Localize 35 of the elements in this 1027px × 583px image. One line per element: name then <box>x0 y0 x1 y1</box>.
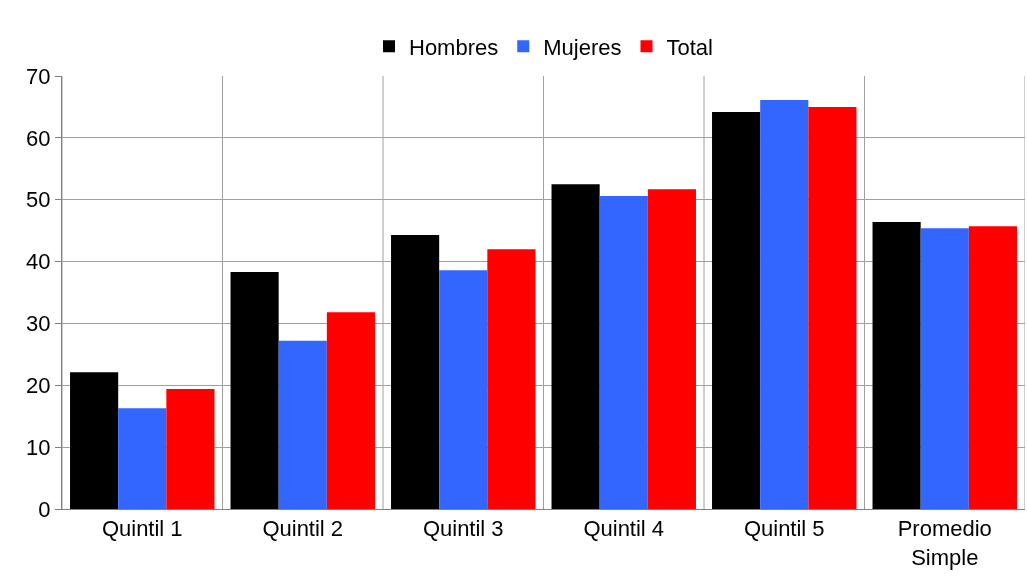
bar <box>551 184 600 509</box>
bar <box>439 270 488 509</box>
x-tick-label: Quintil 2 <box>262 516 344 542</box>
x-tick-label: Quintil 3 <box>422 516 504 542</box>
bar <box>391 234 440 509</box>
bar <box>70 372 119 509</box>
x-tick-label: Quintil 4 <box>583 516 665 542</box>
bar <box>599 196 648 509</box>
bar <box>166 389 215 509</box>
bar <box>487 249 536 509</box>
x-tick-label: Quintil 1 <box>101 516 183 542</box>
y-tick-label: 10 <box>26 434 51 460</box>
legend-label: Mujeres <box>543 34 622 60</box>
bar <box>712 111 761 509</box>
y-tick-label: 20 <box>26 372 51 398</box>
bar <box>760 100 809 509</box>
y-tick-label: 0 <box>38 496 51 522</box>
x-tick-label: Quintil 5 <box>743 516 825 542</box>
legend-label: Total <box>666 34 713 60</box>
y-tick-label: 60 <box>26 125 51 151</box>
y-tick-label: 30 <box>26 311 51 337</box>
bar <box>278 340 327 509</box>
bar <box>118 408 167 509</box>
bar <box>326 312 375 509</box>
y-tick-label: 70 <box>26 63 51 89</box>
bar <box>808 106 857 509</box>
bar <box>872 221 921 509</box>
legend-label: Hombres <box>409 34 499 60</box>
bar <box>647 189 696 509</box>
x-tick-label: Promedio Simple <box>897 516 992 570</box>
bar <box>968 226 1017 509</box>
y-tick-label: 40 <box>26 249 51 275</box>
bar <box>230 272 279 509</box>
bar <box>920 228 969 509</box>
y-tick-label: 50 <box>26 187 51 213</box>
